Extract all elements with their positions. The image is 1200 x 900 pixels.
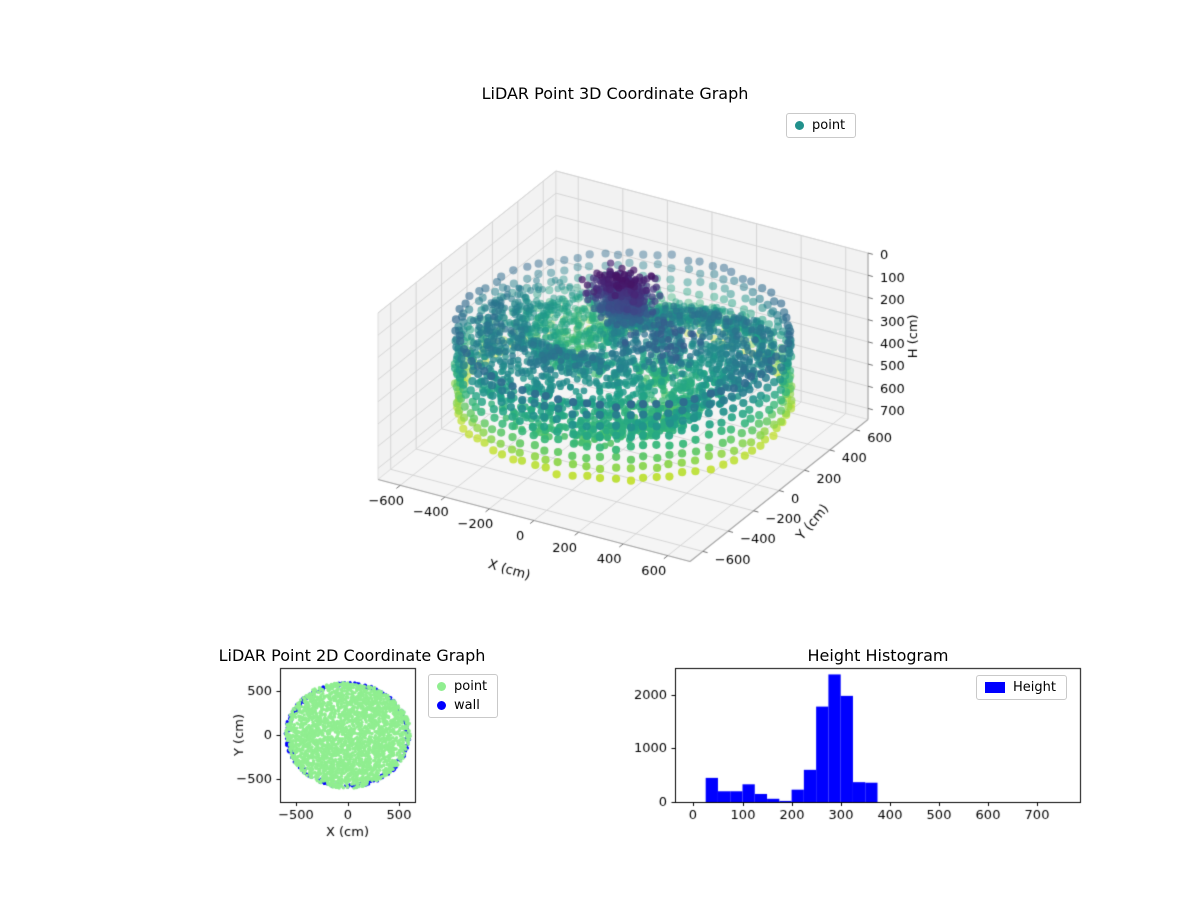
legend-entry-height: Height (985, 680, 1056, 695)
plot3d-legend: point (786, 113, 857, 138)
height-swatch-icon (985, 682, 1005, 693)
plot3d-canvas (330, 140, 950, 640)
wall-marker-icon (437, 701, 446, 710)
histogram-legend-label: Height (1013, 680, 1056, 695)
histogram-legend: Height (976, 675, 1067, 700)
legend-entry-point: point (437, 679, 487, 694)
plot2d-title: LiDAR Point 2D Coordinate Graph (218, 646, 486, 665)
point-marker-icon (437, 682, 446, 691)
plot2d-legend: point wall (428, 674, 499, 718)
plot2d-legend-label-point: point (454, 679, 488, 694)
legend-entry-point: point (795, 118, 845, 133)
plot3d-legend-label: point (812, 118, 846, 133)
plot2d-canvas (225, 640, 535, 855)
legend-entry-wall: wall (437, 698, 487, 713)
histogram-title: Height Histogram (807, 646, 949, 665)
histogram-canvas (630, 640, 1110, 855)
point-marker-icon (795, 121, 804, 130)
plot2d-legend-label-wall: wall (454, 698, 480, 713)
plot3d-title: LiDAR Point 3D Coordinate Graph (481, 84, 749, 103)
